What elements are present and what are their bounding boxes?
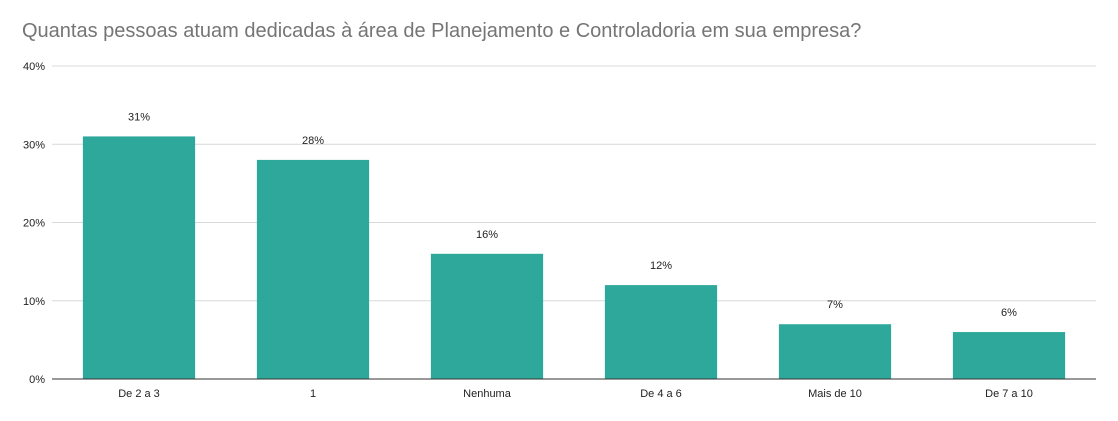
data-label: 31% [128, 111, 150, 123]
y-tick-label: 20% [23, 218, 45, 230]
x-tick-label: De 4 a 6 [640, 388, 682, 400]
data-label: 16% [476, 229, 498, 241]
data-label: 7% [827, 299, 843, 311]
bar [430, 253, 544, 379]
chart-title: Quantas pessoas atuam dedicadas à área d… [22, 20, 862, 42]
data-label: 28% [302, 135, 324, 147]
bar [952, 332, 1066, 379]
y-tick-label: 40% [23, 61, 45, 73]
bar [604, 285, 718, 379]
x-tick-label: Mais de 10 [808, 388, 862, 400]
x-tick-label: 1 [310, 388, 316, 400]
y-tick-label: 30% [23, 139, 45, 151]
data-label: 12% [650, 260, 672, 272]
bar [778, 324, 892, 379]
x-tick-label: De 2 a 3 [118, 388, 160, 400]
bar [82, 136, 196, 379]
y-tick-label: 0% [29, 374, 45, 386]
y-tick-label: 10% [23, 296, 45, 308]
x-tick-label: De 7 a 10 [985, 388, 1033, 400]
x-tick-label: Nenhuma [463, 388, 512, 400]
bar [256, 159, 370, 379]
data-label: 6% [1001, 307, 1017, 319]
